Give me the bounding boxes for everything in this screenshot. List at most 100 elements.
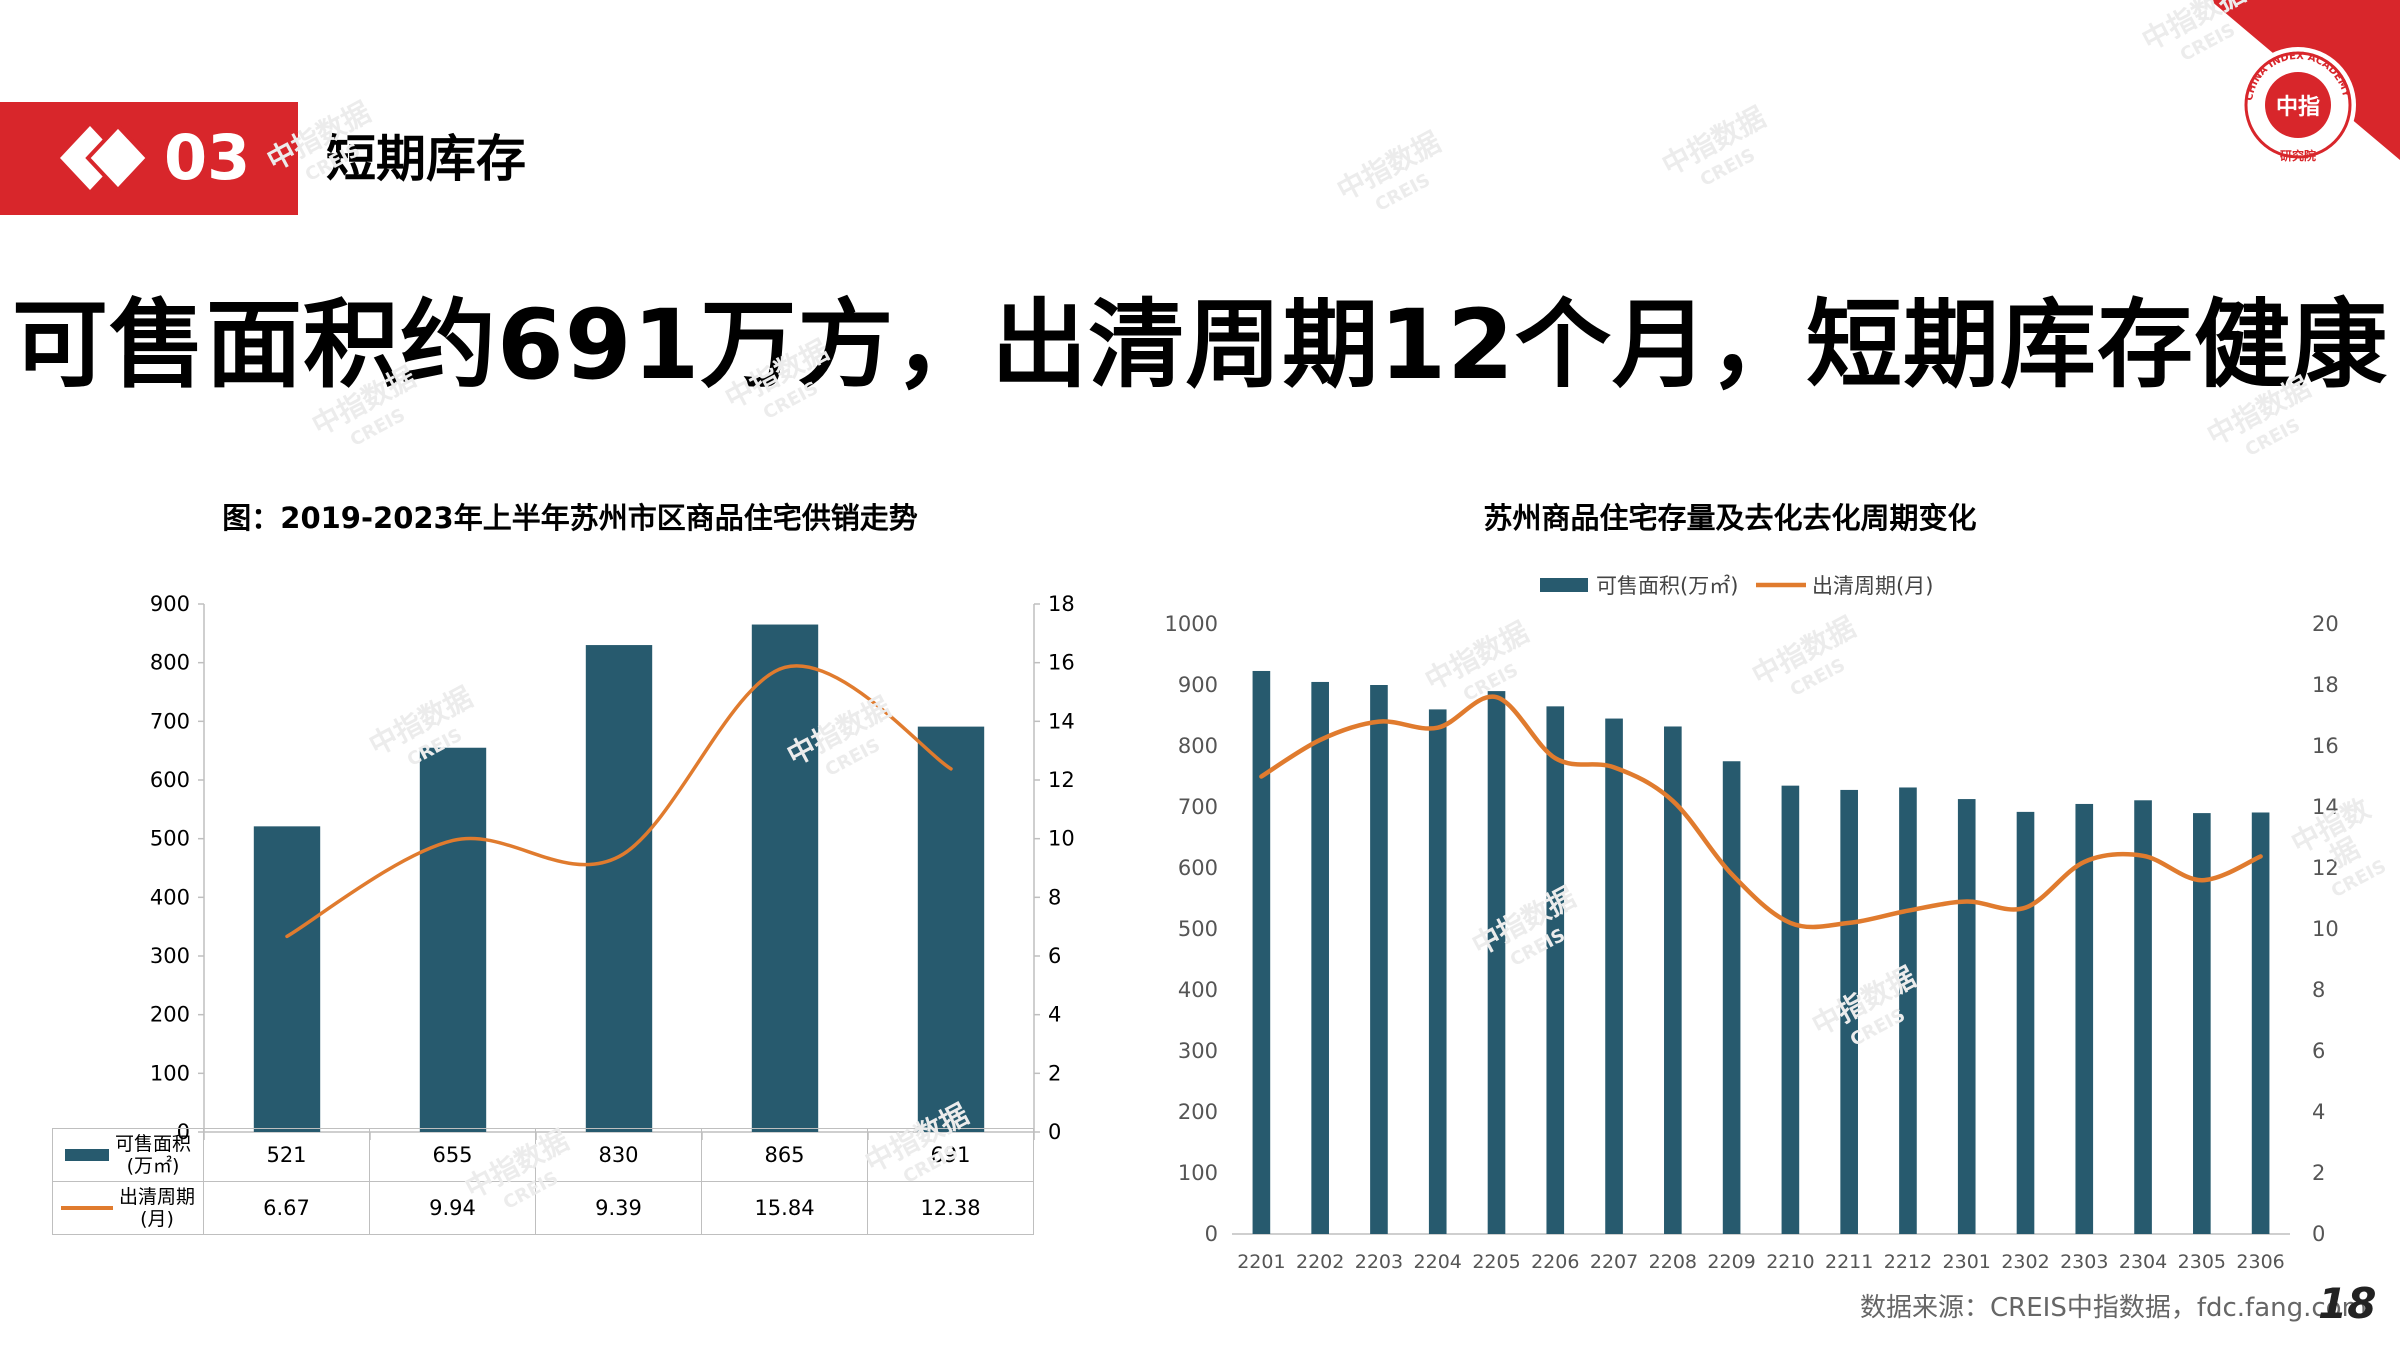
x-tick-label: 2211 [1825, 1251, 1873, 1273]
y-left-tick-label: 200 [150, 1003, 190, 1027]
y-right-tick-label: 10 [1048, 827, 1075, 851]
y-left-tick-label: 400 [150, 885, 190, 909]
y-right-tick-label: 18 [2312, 673, 2339, 697]
bar [751, 624, 819, 1132]
bar [2251, 812, 2270, 1234]
chart-2-plot: 0 100 200 300 400 500 600 700 800 900 1000 0 2 4 6 8 10 1… [1165, 574, 2339, 1273]
table-row: 可售面积 (万㎡) 521 655 830 865 691 [52, 1128, 1034, 1182]
x-tick-label: 2204 [1414, 1251, 1462, 1273]
table-cell: 655 [369, 1128, 536, 1182]
table-cell: 830 [535, 1128, 702, 1182]
table-cell: 865 [701, 1128, 868, 1182]
y-left-tick-label: 100 [150, 1061, 190, 1085]
y-right-tick-label: 10 [2312, 917, 2339, 941]
y-right-tick-label: 2 [1048, 1061, 1061, 1085]
x-tick-label: 2202 [1296, 1251, 1344, 1273]
legend-label-line2: (月) [140, 1208, 174, 1230]
chart-1-title: 图：2019-2023年上半年苏州市区商品住宅供销走势 [222, 501, 918, 535]
y-right-tick-label: 18 [1048, 592, 1075, 616]
legend-label-line1: 可售面积 [114, 1133, 191, 1155]
y-left-tick-label: 300 [150, 944, 190, 968]
y-right-tick-label: 0 [1048, 1120, 1061, 1140]
y-right-tick-label: 16 [1048, 651, 1075, 675]
bar [2016, 811, 2035, 1234]
x-tick-label: 2304 [2119, 1251, 2167, 1273]
chart-2-title: 苏州商品住宅存量及去化去化周期变化 [1483, 501, 1977, 535]
x-tick-label: 2207 [1590, 1251, 1638, 1273]
x-tick-label: 2212 [1884, 1251, 1932, 1273]
bar [2193, 813, 2211, 1234]
y-right-tick-label: 0 [2312, 1222, 2325, 1246]
legend-label-clearance-period: 出清周期(月) [1812, 574, 1933, 598]
y-left-tick-label: 700 [1178, 795, 1218, 819]
brand-logo: 中指 研究院 CHINA INDEX ACADEMY [2210, 0, 2400, 163]
y-right-tick-label: 12 [1048, 768, 1075, 792]
chart-1-data-table: 可售面积 (万㎡) 521 655 830 865 691 出清周期 (月) 6.6… [52, 1128, 1034, 1235]
y-left-tick-label: 800 [1178, 734, 1218, 758]
bar [1605, 718, 1623, 1234]
bar [1840, 789, 1858, 1234]
table-row: 出清周期 (月) 6.67 9.94 9.39 15.84 12.38 [52, 1181, 1034, 1235]
table-cell: 691 [867, 1128, 1034, 1182]
y-left-tick-label: 600 [1178, 856, 1218, 880]
legend-cell-clearance-period: 出清周期 (月) [52, 1181, 204, 1235]
page-headline: 可售面积约691万方，出清周期12个月，短期库存健康 [12, 289, 2388, 401]
y-right-tick-label: 12 [2312, 856, 2339, 880]
table-cell: 9.39 [535, 1181, 702, 1235]
bar [1252, 670, 1271, 1234]
y-right-tick-label: 4 [1048, 1003, 1061, 1027]
y-left-tick-label: 200 [1178, 1100, 1218, 1124]
x-tick-label: 2203 [1355, 1251, 1403, 1273]
y-left-tick-label: 1000 [1165, 612, 1218, 636]
x-tick-label: 2302 [2001, 1251, 2049, 1273]
line-series [285, 664, 953, 939]
y-right-tick-label: 8 [1048, 885, 1061, 909]
table-cell: 15.84 [701, 1181, 868, 1235]
diamond-icon [60, 123, 150, 193]
x-tick-label: 2210 [1766, 1251, 1814, 1273]
x-tick-label: 2201 [1237, 1251, 1285, 1273]
bar [1722, 761, 1741, 1234]
line-series [1259, 694, 2263, 930]
x-tick-label: 2206 [1531, 1251, 1579, 1273]
svg-text:研究院: 研究院 [2280, 148, 2316, 163]
table-cell: 6.67 [203, 1181, 370, 1235]
section-number: 03 [164, 121, 251, 194]
data-source-note: 数据来源：CREIS中指数据，fdc.fang.com [1860, 1293, 2367, 1323]
bar [1311, 681, 1329, 1234]
svg-text:中指: 中指 [2276, 95, 2320, 120]
y-left-tick-label: 500 [1178, 917, 1218, 941]
section-title: 短期库存 [326, 130, 526, 188]
y-right-tick-label: 8 [2312, 978, 2325, 1002]
x-tick-label: 2209 [1707, 1251, 1755, 1273]
bar [1428, 709, 1447, 1234]
table-cell: 12.38 [867, 1181, 1034, 1235]
y-right-tick-label: 4 [2312, 1100, 2325, 1124]
bar [253, 826, 321, 1132]
y-right-tick-label: 6 [1048, 944, 1061, 968]
x-tick-label: 2208 [1649, 1251, 1697, 1273]
legend-label-available-area: 可售面积(万㎡) [1596, 574, 1738, 598]
bar [1546, 706, 1565, 1234]
x-tick-label: 2303 [2060, 1251, 2108, 1273]
legend-cell-available-area: 可售面积 (万㎡) [52, 1128, 204, 1182]
bar [419, 747, 487, 1132]
x-tick-label: 2306 [2236, 1251, 2284, 1273]
bar [1899, 787, 1917, 1234]
bar [1370, 685, 1388, 1234]
y-left-tick-label: 700 [150, 709, 190, 733]
bar [2134, 800, 2152, 1234]
y-left-tick-label: 300 [1178, 1039, 1218, 1063]
bar [2075, 803, 2094, 1234]
x-tick-label: 2305 [2178, 1251, 2226, 1273]
chart-1-plot: 0100200300400500600700800900024681012141… [150, 592, 1075, 1140]
legend-swatch-bar [1540, 578, 1588, 592]
y-right-tick-label: 14 [1048, 709, 1075, 733]
y-left-tick-label: 100 [1178, 1161, 1218, 1185]
bar [1781, 785, 1800, 1234]
x-tick-label: 2205 [1472, 1251, 1520, 1273]
legend-swatch-line [60, 1206, 113, 1210]
bar [1664, 726, 1682, 1234]
bar [1957, 799, 1976, 1234]
y-left-tick-label: 400 [1178, 978, 1218, 1002]
